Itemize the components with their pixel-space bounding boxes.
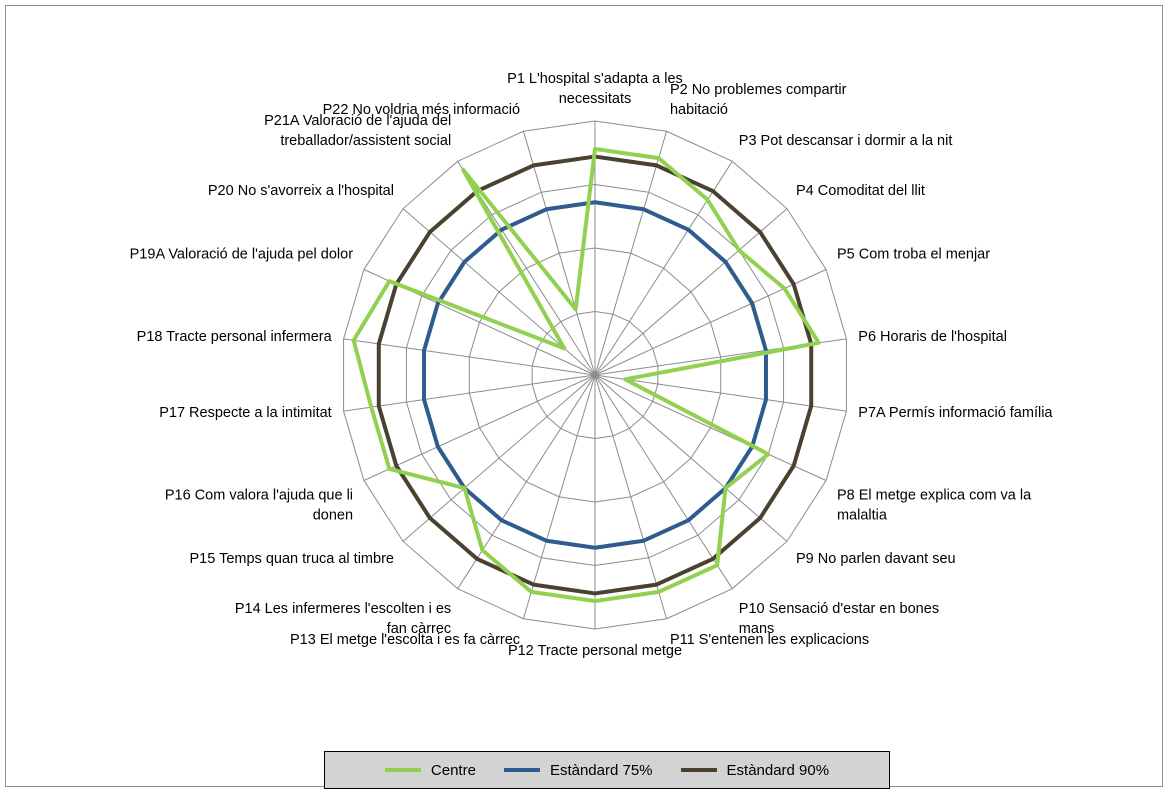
spoke-18 xyxy=(343,338,596,376)
legend-swatch-centre xyxy=(384,768,421,772)
axis-label-13: P13 El metge l'escolta i es fa càrrec xyxy=(290,632,520,648)
spoke-10 xyxy=(594,374,733,589)
radar-chart: P1 L'hospital s'adapta a les necessitatsP… xyxy=(130,71,1054,659)
spoke-15 xyxy=(402,374,596,542)
spoke-3 xyxy=(594,161,733,376)
spoke-22 xyxy=(522,131,596,376)
legend-item-estandard-75: Estàndard 75% xyxy=(503,761,653,779)
axis-label-5: P5 Com troba el menjar xyxy=(837,246,990,262)
axis-label-22: P22 No voldria més informació xyxy=(323,102,520,118)
legend-item-centre: Centre xyxy=(384,761,476,779)
axis-label-7: P7A Permís informació família xyxy=(858,405,1053,421)
spoke-17 xyxy=(343,374,596,412)
spoke-2 xyxy=(594,131,668,376)
spoke-13 xyxy=(522,374,596,619)
axis-label-3: P3 Pot descansar i dormir a la nit xyxy=(739,133,953,149)
axis-label-16: P16 Com valora l'ajuda que li donen xyxy=(165,488,353,524)
spoke-16 xyxy=(363,374,596,481)
spoke-8 xyxy=(594,374,827,481)
radar-spokes xyxy=(343,121,847,629)
axis-label-19: P19A Valoració de l'ajuda pel dolor xyxy=(130,246,354,262)
axis-label-9: P9 No parlen davant seu xyxy=(796,551,956,567)
series-line-estandard-90 xyxy=(376,154,814,596)
axis-label-10: P10 Sensació d'estar en bones mans xyxy=(739,601,939,637)
legend-item-estandard-90: Estàndard 90% xyxy=(680,761,830,779)
axis-label-8: P8 El metge explica com va la malaltia xyxy=(837,488,1032,524)
radar-series xyxy=(351,146,821,604)
axis-label-12: P12 Tracte personal metge xyxy=(508,643,682,659)
axis-label-18: P18 Tracte personal infermera xyxy=(137,329,333,345)
legend-swatch-estandard-90 xyxy=(680,768,717,772)
axis-label-11: P11 S'entenen les explicacions xyxy=(670,632,869,648)
spoke-7 xyxy=(594,374,847,412)
legend: Centre Estàndard 75% Estàndard 90% xyxy=(324,751,890,789)
axis-label-6: P6 Horaris de l'hospital xyxy=(858,329,1007,345)
axis-label-20: P20 No s'avorreix a l'hospital xyxy=(208,183,394,199)
spoke-4 xyxy=(594,208,788,376)
spoke-9 xyxy=(594,374,788,542)
axis-labels: P1 L'hospital s'adapta a les necessitatsP… xyxy=(130,71,1054,659)
legend-swatch-estandard-75 xyxy=(503,768,540,772)
axis-label-4: P4 Comoditat del llit xyxy=(796,183,925,199)
axis-label-15: P15 Temps quan truca al timbre xyxy=(190,551,394,567)
axis-label-21: P21A Valoració de l'ajuda del treballador… xyxy=(264,113,451,149)
axis-label-17: P17 Respecte a la intimitat xyxy=(159,405,331,421)
axis-label-14: P14 Les infermeres l'escolten i es fan cà… xyxy=(235,601,451,637)
legend-label-centre: Centre xyxy=(430,761,476,779)
series-line-centre xyxy=(351,146,821,604)
chart-frame: P1 L'hospital s'adapta a les necessitats P… xyxy=(5,5,1163,789)
axis-label-2: P2 No problemes compartir habitació xyxy=(670,82,847,118)
axis-label-1: P1 L'hospital s'adapta a les necessitats xyxy=(507,71,683,107)
legend-label-estandard-75: Estàndard 75% xyxy=(549,761,653,779)
spoke-11 xyxy=(594,374,668,619)
spoke-5 xyxy=(594,269,827,376)
spoke-14 xyxy=(457,374,596,589)
legend-label-estandard-90: Estàndard 90% xyxy=(726,761,830,779)
series-line-estandard-75 xyxy=(422,200,768,550)
